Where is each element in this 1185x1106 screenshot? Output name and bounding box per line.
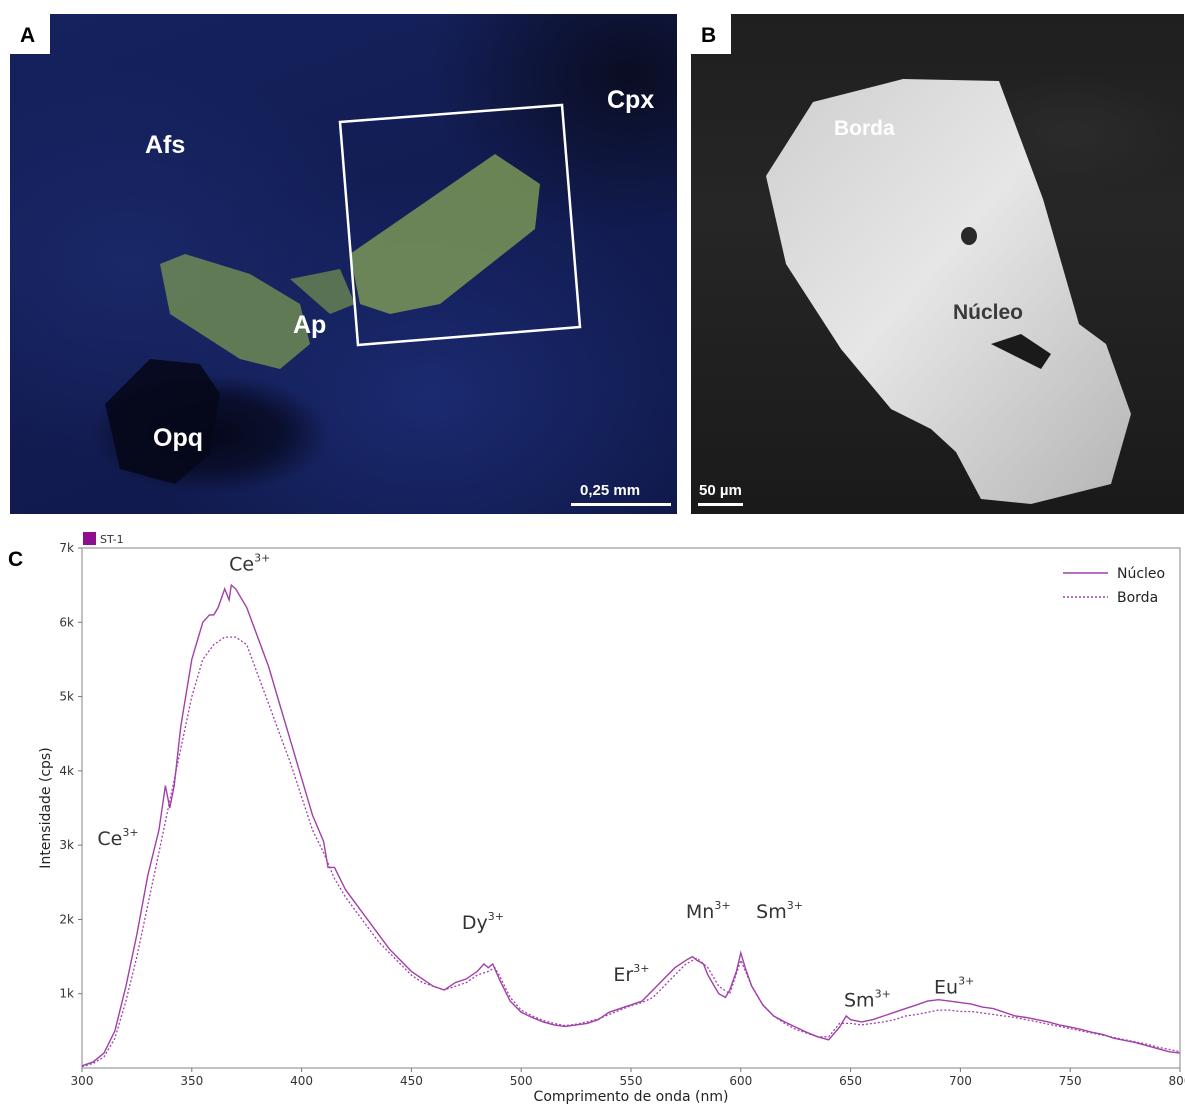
- peak-annotation: Ce3+: [97, 826, 138, 850]
- y-tick-label: 7k: [59, 541, 74, 555]
- series-line-nucleo: [81, 583, 1181, 1067]
- panel-b-drawing: [766, 79, 1131, 504]
- x-tick-label: 700: [949, 1074, 972, 1088]
- panel-a-letter: A: [10, 14, 50, 54]
- y-tick-label: 6k: [59, 615, 74, 629]
- apatite-crystal-right: [350, 154, 540, 314]
- selection-box: [338, 103, 582, 347]
- legend-label-nucleo: Núcleo: [1117, 566, 1165, 582]
- x-tick-label: 800: [1169, 1074, 1185, 1088]
- peak-annotation: Sm3+: [756, 899, 803, 923]
- peak-annotation: Sm3+: [844, 987, 891, 1011]
- panel-a-cl-image: A Afs Cpx Ap Opq 0,25 mm: [10, 14, 677, 514]
- apatite-grain: [766, 79, 1131, 504]
- panel-b-letter: B: [691, 14, 731, 54]
- x-tick-label: 450: [400, 1074, 423, 1088]
- sample-label: ST-1: [100, 533, 124, 546]
- panel-a-drawing: [105, 103, 582, 484]
- peak-annotation: Mn3+: [686, 899, 731, 923]
- x-axis-label: Comprimento de onda (nm): [534, 1089, 729, 1105]
- cl-spectrum-chart: ST-1 300 350 400 450 500 550 600 650 700 750 800 1k 2…: [38, 532, 1185, 1105]
- peak-annotation: Dy3+: [462, 910, 504, 934]
- label-borda: Borda: [834, 117, 895, 140]
- x-tick-label: 750: [1059, 1074, 1082, 1088]
- label-nucleo: Núcleo: [953, 301, 1024, 324]
- y-tick-label: 4k: [59, 764, 74, 778]
- y-tick-label: 1k: [59, 987, 74, 1001]
- scale-label-a: 0,25 mm: [580, 482, 641, 499]
- label-afs: Afs: [145, 131, 186, 159]
- sample-swatch: [83, 532, 96, 545]
- opaque-mineral: [105, 359, 220, 484]
- x-tick-label: 400: [290, 1074, 313, 1088]
- panel-c-letter: C: [8, 548, 24, 571]
- apatite-crystal-mid: [290, 269, 355, 314]
- y-tick-label: 2k: [59, 912, 74, 926]
- apatite-crystal-left: [160, 254, 310, 369]
- legend-label-borda: Borda: [1117, 590, 1158, 606]
- x-tick-label: 600: [729, 1074, 752, 1088]
- scale-label-b: 50 µm: [699, 482, 742, 499]
- series-line-borda: [81, 636, 1181, 1068]
- x-tick-label: 650: [839, 1074, 862, 1088]
- peak-annotation: Ce3+: [229, 551, 270, 575]
- x-tick-label: 550: [620, 1074, 643, 1088]
- plot-frame: [81, 547, 1181, 1069]
- scale-bar-a: [571, 503, 671, 506]
- x-tick-label: 500: [510, 1074, 533, 1088]
- peak-annotation: Er3+: [613, 962, 649, 986]
- y-axis-label: Intensidade (cps): [38, 747, 54, 868]
- label-ap: Ap: [293, 311, 327, 339]
- grain-pit: [961, 227, 977, 245]
- panel-b-sem-cl-image: B Borda Núcleo 50 µm: [691, 14, 1184, 514]
- x-tick-label: 300: [71, 1074, 94, 1088]
- scale-bar-b: [698, 503, 743, 506]
- label-cpx: Cpx: [607, 86, 655, 114]
- y-tick-label: 3k: [59, 838, 74, 852]
- y-tick-label: 5k: [59, 690, 74, 704]
- grain-fracture: [991, 334, 1051, 369]
- peak-annotation: Eu3+: [934, 975, 974, 999]
- label-opq: Opq: [153, 424, 203, 452]
- x-tick-label: 350: [180, 1074, 203, 1088]
